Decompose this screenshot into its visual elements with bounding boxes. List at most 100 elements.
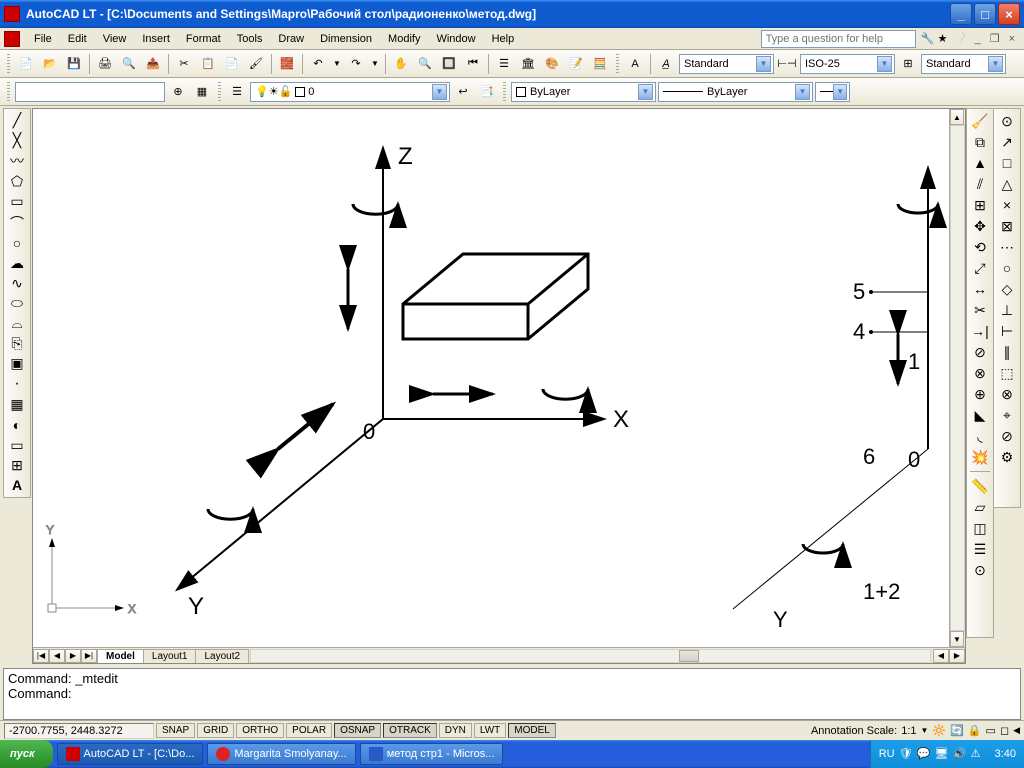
trim-tool[interactable]: ✂ [969, 300, 991, 320]
menu-tools[interactable]: Tools [229, 31, 271, 47]
polygon-tool[interactable]: ⬠ [6, 172, 28, 191]
menu-view[interactable]: View [95, 31, 135, 47]
rectangle-tool[interactable]: ▭ [6, 192, 28, 211]
offset-tool[interactable]: ⫽ [969, 174, 991, 194]
explode-tool[interactable]: 💥 [969, 447, 991, 467]
start-button[interactable]: пуск [0, 740, 53, 768]
status-coords[interactable]: -2700.7755, 2448.3272 [4, 723, 154, 739]
snap-ins-tool[interactable]: ⬚ [996, 363, 1018, 383]
hatch-tool[interactable]: ▦ [6, 395, 28, 414]
mtext-tool[interactable]: A [6, 476, 28, 495]
copy-button[interactable]: 📋 [197, 53, 219, 75]
toolbar-grip3[interactable] [7, 82, 10, 102]
list-tool[interactable]: ☰ [969, 539, 991, 559]
snap-par-tool[interactable]: ∥ [996, 342, 1018, 362]
dist-tool[interactable]: 📏 [969, 476, 991, 496]
tray-icon4[interactable]: 🔊 [953, 747, 967, 761]
table-tool[interactable]: ⊞ [6, 456, 28, 475]
osnap-toggle[interactable]: OSNAP [334, 723, 381, 738]
zoom-prev-button[interactable]: ⏮ [462, 53, 484, 75]
snap-end-tool[interactable]: □ [996, 153, 1018, 173]
properties-button[interactable]: ☰ [493, 53, 515, 75]
snap-int-tool[interactable]: × [996, 195, 1018, 215]
tab-last-icon[interactable]: ▶| [81, 649, 97, 663]
chamfer-tool[interactable]: ◣ [969, 405, 991, 425]
tray-icon1[interactable]: 🛡 [899, 747, 913, 761]
hscroll-thumb[interactable] [679, 650, 699, 662]
snap-cen-tool[interactable]: ○ [996, 258, 1018, 278]
snap-appint-tool[interactable]: ⊠ [996, 216, 1018, 236]
doc-close[interactable]: × [1009, 33, 1015, 45]
ellipse-arc-tool[interactable]: ⌓ [6, 314, 28, 333]
tab-layout1[interactable]: Layout1 [143, 649, 197, 663]
taskbar-task-autocad[interactable]: AutoCAD LT - [C:\Do... [57, 743, 204, 765]
make-block-tool[interactable]: ▣ [6, 354, 28, 373]
help-search-input[interactable] [761, 30, 916, 48]
tray-clock[interactable]: 3:40 [995, 748, 1016, 760]
tray-clean-icon[interactable]: ▭ [986, 724, 996, 737]
anno-auto-icon[interactable]: 🔄 [950, 724, 964, 737]
new-button[interactable]: 📄 [15, 53, 37, 75]
menu-insert[interactable]: Insert [134, 31, 178, 47]
xline-tool[interactable]: ╳ [6, 131, 28, 150]
table-style-icon[interactable]: ⊞ [897, 53, 919, 75]
plot-button[interactable]: 🖨 [94, 53, 116, 75]
area-tool[interactable]: ▱ [969, 497, 991, 517]
break-tool[interactable]: ⊘ [969, 342, 991, 362]
menu-draw[interactable]: Draw [270, 31, 312, 47]
pline-tool[interactable]: 〰 [6, 151, 28, 171]
snap-node-tool[interactable]: ⊗ [996, 384, 1018, 404]
move-tool[interactable]: ✥ [969, 216, 991, 236]
anno-drop-icon[interactable]: ▼ [921, 726, 929, 735]
tab-model[interactable]: Model [97, 649, 144, 663]
vscroll-up-icon[interactable]: ▲ [950, 109, 964, 125]
tray-arrow-icon[interactable]: ◀ [1013, 725, 1020, 736]
menu-dimension[interactable]: Dimension [312, 31, 380, 47]
snap-quad-tool[interactable]: ◇ [996, 279, 1018, 299]
temp-track-tool[interactable]: ⊙ [996, 111, 1018, 131]
open-button[interactable]: 📂 [39, 53, 61, 75]
taskbar-task-word[interactable]: метод стр1 - Micros... [360, 743, 504, 765]
tray-icon3[interactable]: 🖥 [935, 747, 949, 761]
snap-ext-tool[interactable]: ⋯ [996, 237, 1018, 257]
copy-tool[interactable]: ⧉ [969, 132, 991, 152]
dim-style-icon[interactable]: ⊢⊣ [776, 53, 798, 75]
table-style-combo[interactable]: Standard [921, 54, 1006, 74]
layer-combo[interactable]: 💡 ☀ 🔓 0 [250, 82, 450, 102]
grid-toggle[interactable]: GRID [197, 723, 234, 738]
tab-first-icon[interactable]: |◀ [33, 649, 49, 663]
snap-from-tool[interactable]: ↗ [996, 132, 1018, 152]
preview-button[interactable]: 🔍 [118, 53, 140, 75]
rotate-tool[interactable]: ⟲ [969, 237, 991, 257]
toolbar-grip4[interactable] [218, 82, 221, 102]
otrack-toggle[interactable]: OTRACK [383, 723, 437, 738]
extend-tool[interactable]: →| [969, 321, 991, 341]
dyn-toggle[interactable]: DYN [439, 723, 472, 738]
toolbar-grip2[interactable] [616, 54, 619, 74]
lineweight-combo[interactable] [815, 82, 850, 102]
menu-file[interactable]: File [26, 31, 60, 47]
scale-tool[interactable]: ⤢ [969, 258, 991, 278]
menu-window[interactable]: Window [428, 31, 483, 47]
tab-layout2[interactable]: Layout2 [195, 649, 249, 663]
design-center-button[interactable]: 🏛 [517, 53, 539, 75]
taskbar-task-opera[interactable]: Margarita Smolyanay... [207, 743, 355, 765]
ellipse-tool[interactable]: ⬭ [6, 294, 28, 313]
text-style-button[interactable]: A̲ [655, 53, 677, 75]
publish-button[interactable]: 📤 [142, 53, 164, 75]
mirror-tool[interactable]: ▲ [969, 153, 991, 173]
canvas-vscroll[interactable]: ▲ ▼ [949, 109, 965, 647]
break2-tool[interactable]: ⊗ [969, 363, 991, 383]
snap-mid-tool[interactable]: △ [996, 174, 1018, 194]
fillet-tool[interactable]: ◟ [969, 426, 991, 446]
polar-toggle[interactable]: POLAR [286, 723, 332, 738]
ortho-toggle[interactable]: ORTHO [236, 723, 284, 738]
match-button[interactable]: 🖌 [245, 53, 267, 75]
text-style-combo[interactable]: Standard [679, 54, 774, 74]
hscroll-track[interactable] [250, 649, 931, 663]
tab-next-icon[interactable]: ▶ [65, 649, 81, 663]
layer-manager-button[interactable]: ☰ [226, 81, 248, 103]
hscroll-right-icon[interactable]: ▶ [949, 649, 965, 663]
pan-button[interactable]: ✋ [390, 53, 412, 75]
command-line[interactable]: Command: _mtedit Command: [3, 668, 1021, 720]
